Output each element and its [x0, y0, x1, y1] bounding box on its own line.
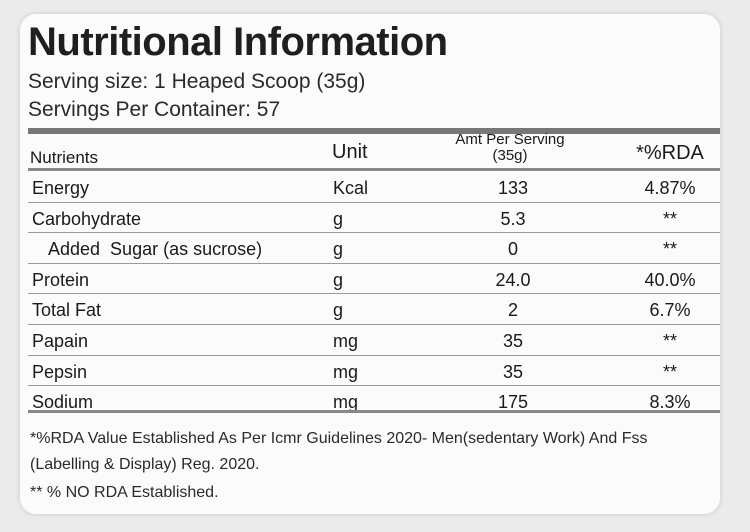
- table-bottom-rule: [28, 410, 720, 413]
- col-header-nutrients: Nutrients: [30, 148, 99, 167]
- servings-per-container: Servings Per Container: 57: [28, 98, 281, 121]
- nutrient-rda: 40.0%: [644, 269, 696, 290]
- nutrient-unit: g: [333, 239, 344, 260]
- nutrient-name: Added Sugar (as sucrose): [48, 239, 263, 260]
- table-row: Energy Kcal 133 4.87%: [28, 172, 720, 203]
- nutrient-table: Energy Kcal 133 4.87% Carbohydrate g 5.3…: [28, 172, 720, 416]
- col-header-unit: Unit: [332, 141, 368, 163]
- header-rule-thick: [28, 128, 720, 134]
- nutrient-rda: **: [662, 330, 677, 351]
- nutrient-name: Pepsin: [32, 361, 88, 382]
- footnote-rda-source-cont: (Labelling & Display) Reg. 2020.: [30, 456, 260, 473]
- nutrient-rda: **: [662, 239, 677, 260]
- nutrient-amount: 35: [502, 330, 524, 351]
- nutrient-unit: Kcal: [333, 178, 369, 198]
- col-header-rda: *%RDA: [636, 142, 704, 164]
- table-row: Added Sugar (as sucrose) g 0 **: [28, 233, 720, 264]
- nutrient-name: Total Fat: [32, 300, 102, 321]
- table-row: Papain mg 35 **: [28, 325, 720, 356]
- nutrient-amount: 5.3: [500, 208, 526, 229]
- nutrient-amount: 0: [507, 239, 518, 260]
- nutrient-rda: 4.87%: [644, 178, 696, 198]
- nutrient-rda: 8.3%: [649, 392, 691, 413]
- nutrition-label-panel: [20, 14, 720, 514]
- table-row: Sodium mg 175 8.3%: [28, 386, 720, 416]
- table-row: Carbohydrate g 5.3 **: [28, 203, 720, 234]
- table-row: Pepsin mg 35 **: [28, 356, 720, 387]
- nutrient-name: Carbohydrate: [32, 208, 142, 229]
- nutrient-rda: 6.7%: [649, 300, 691, 321]
- nutrient-unit: mg: [333, 392, 359, 413]
- nutrient-name: Sodium: [32, 392, 94, 413]
- nutrient-amount: 175: [497, 392, 529, 413]
- nutrient-amount: 35: [502, 361, 524, 382]
- nutrient-unit: mg: [333, 361, 359, 382]
- table-row: Protein g 24.0 40.0%: [28, 264, 720, 295]
- nutrient-rda: **: [662, 361, 677, 382]
- nutrient-amount: 24.0: [495, 269, 531, 290]
- label-title: Nutritional Information: [28, 20, 448, 64]
- nutrient-amount: 2: [507, 300, 518, 321]
- nutrient-unit: g: [333, 208, 344, 229]
- nutrient-name: Papain: [32, 330, 89, 351]
- footnote-rda-source: *%RDA Value Established As Per Icmr Guid…: [30, 430, 648, 447]
- col-header-amount: Amt Per Serving (35g): [455, 131, 565, 164]
- nutrient-unit: g: [333, 269, 344, 290]
- footnote-no-rda: ** % NO RDA Established.: [30, 484, 219, 501]
- nutrient-unit: g: [333, 300, 344, 321]
- nutrient-name: Energy: [32, 178, 90, 198]
- nutrient-unit: mg: [333, 330, 359, 351]
- header-rule-thin: [28, 168, 720, 171]
- serving-size: Serving size: 1 Heaped Scoop (35g): [28, 70, 366, 93]
- nutrient-rda: **: [662, 208, 677, 229]
- table-row: Total Fat g 2 6.7%: [28, 294, 720, 325]
- nutrient-amount: 133: [497, 178, 529, 198]
- nutrient-name: Protein: [32, 269, 90, 290]
